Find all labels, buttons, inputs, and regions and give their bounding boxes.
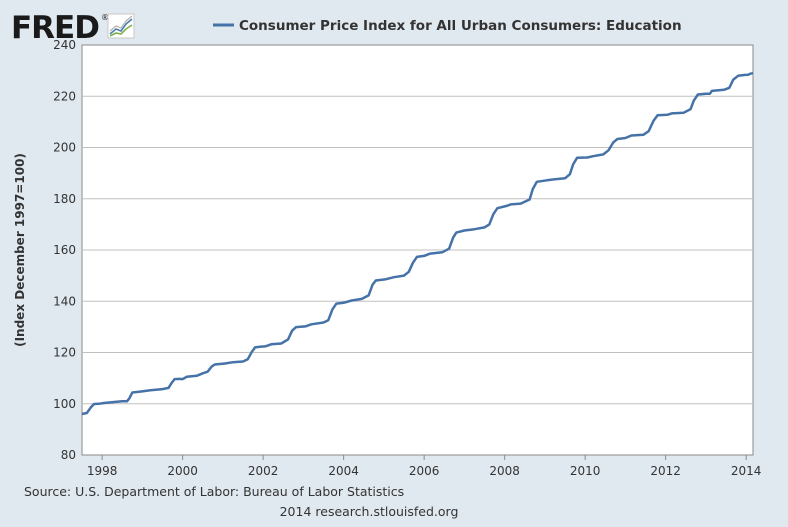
y-tick-label: 160 (53, 243, 76, 257)
y-axis-ticks: 80 100 120 140 160 180 200 220 240 (53, 38, 76, 462)
y-tick-label: 240 (53, 38, 76, 52)
fred-logo-text: FRED (11, 10, 99, 46)
x-tick-label: 2008 (489, 464, 520, 478)
x-tick-label: 2004 (328, 464, 359, 478)
fred-logo: FRED ® (11, 10, 135, 46)
y-tick-label: 220 (53, 89, 76, 103)
fred-logo-graph-icon (107, 13, 135, 39)
y-tick-label: 200 (53, 141, 76, 155)
y-axis-label: (Index December 1997=100) (13, 153, 27, 347)
x-tick-label: 1998 (87, 464, 118, 478)
credit-note: 2014 research.stlouisfed.org (280, 504, 459, 519)
y-tick-label: 100 (53, 397, 76, 411)
chart-legend: Consumer Price Index for All Urban Consu… (213, 18, 682, 34)
y-tick-label: 140 (53, 294, 76, 308)
x-tick-label: 2012 (650, 464, 681, 478)
y-tick-label: 80 (61, 448, 76, 462)
series-line-education-cpi (81, 71, 754, 416)
x-tick-label: 2000 (167, 464, 198, 478)
x-tick-label: 2010 (570, 464, 601, 478)
gridlines (82, 95, 753, 405)
x-tick-label: 2014 (731, 464, 762, 478)
y-tick-label: 180 (53, 192, 76, 206)
x-tick-label: 2006 (409, 464, 440, 478)
source-note: Source: U.S. Department of Labor: Bureau… (24, 484, 404, 499)
x-tick-label: 2002 (248, 464, 279, 478)
fred-logo-registered: ® (101, 13, 109, 22)
x-axis-ticks: 1998 2000 2002 2004 2006 2008 2010 2012 2014 (87, 455, 762, 478)
y-tick-label: 120 (53, 346, 76, 360)
chart-title: Consumer Price Index for All Urban Consu… (239, 18, 682, 34)
